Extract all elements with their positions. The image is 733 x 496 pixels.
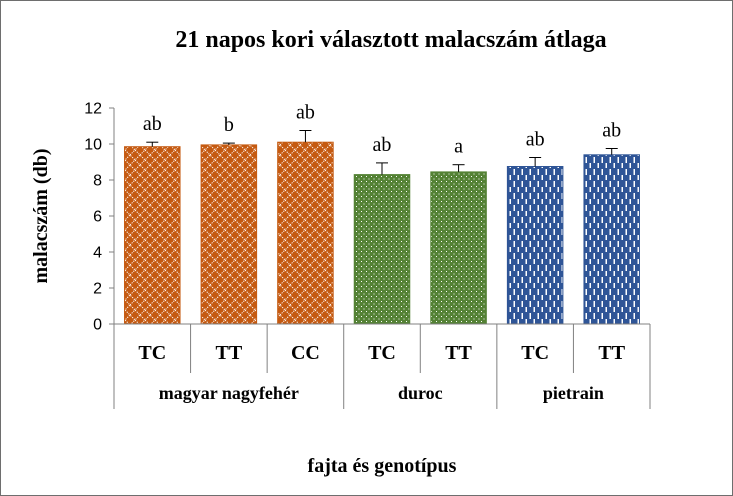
significance-label: a bbox=[454, 136, 463, 158]
significance-label: ab bbox=[373, 134, 392, 156]
y-tick-label: 4 bbox=[93, 245, 102, 262]
bar-duroc-TT bbox=[430, 171, 487, 325]
x-tick-label-genotype: TC bbox=[521, 342, 549, 364]
x-tick-label-genotype: TC bbox=[138, 342, 166, 364]
bar-pietrain-TC bbox=[506, 166, 564, 325]
x-tick-label-genotype: TC bbox=[368, 342, 396, 364]
y-tick-label: 2 bbox=[93, 281, 102, 298]
y-axis: 0 2 4 6 8 10 12 bbox=[84, 101, 115, 334]
significance-label: b bbox=[224, 114, 234, 136]
bar-magyar-nagyfehér-TC bbox=[124, 146, 181, 325]
bar-magyar-nagyfehér-TT bbox=[200, 144, 258, 325]
significance-label: ab bbox=[526, 129, 545, 151]
x-tick-label-genotype: TT bbox=[445, 342, 472, 364]
bars: ab b ab ab a ab ab bbox=[124, 102, 640, 325]
significance-label: ab bbox=[143, 113, 162, 135]
y-axis-label: malacszám (db) bbox=[30, 149, 52, 284]
x-tick-label-genotype: CC bbox=[291, 342, 320, 364]
significance-label: ab bbox=[296, 102, 315, 124]
bar-duroc-TC bbox=[353, 174, 411, 325]
bar-magyar-nagyfehér-CC bbox=[277, 141, 334, 325]
y-tick-label: 6 bbox=[93, 209, 102, 226]
x-group-label: magyar nagyfehér bbox=[159, 383, 299, 403]
bar-pietrain-TT bbox=[583, 154, 640, 325]
x-group-label: duroc bbox=[398, 383, 443, 403]
significance-label: ab bbox=[602, 120, 621, 142]
chart-title: 21 napos kori választott malacszám átlag… bbox=[175, 27, 606, 53]
x-axis-label: fajta és genotípus bbox=[308, 455, 457, 477]
y-tick-label: 10 bbox=[84, 137, 102, 154]
x-group-label: pietrain bbox=[543, 383, 604, 403]
y-tick-label: 12 bbox=[84, 101, 102, 118]
y-tick-label: 8 bbox=[93, 173, 102, 190]
x-tick-label-genotype: TT bbox=[216, 342, 243, 364]
x-tick-label-genotype: TT bbox=[598, 342, 625, 364]
y-tick-label: 0 bbox=[93, 317, 102, 334]
